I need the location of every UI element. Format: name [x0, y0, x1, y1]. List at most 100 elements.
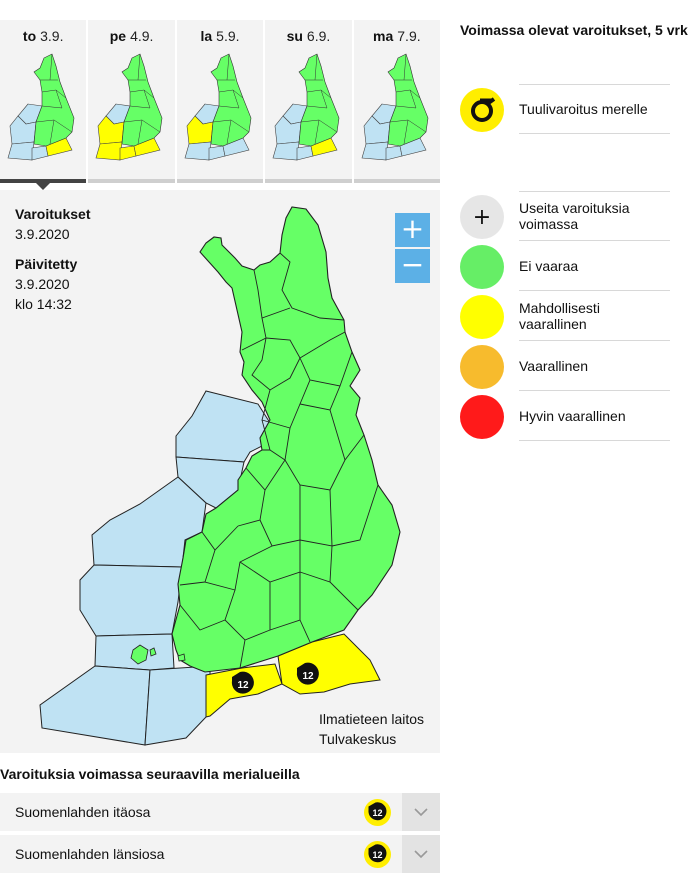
tab-indicator: [176, 179, 264, 183]
region-borders-thumbnail: [212, 53, 249, 145]
aland-islands[interactable]: [130, 644, 186, 665]
mainland-thumbnail: [121, 53, 163, 147]
legend-item-dangerous: Vaarallinen: [460, 341, 670, 391]
badge-value: 12: [237, 680, 249, 691]
day-tab-1[interactable]: pe 4.9.: [88, 20, 175, 183]
yellow-level-icon: [460, 295, 504, 339]
day-tab-4[interactable]: ma 7.9.: [353, 20, 441, 183]
finland-warning-map[interactable]: 12 12: [0, 190, 440, 753]
sea-area-row[interactable]: Suomenlahden itäosa 12: [0, 793, 440, 831]
finland-mainland[interactable]: [171, 206, 401, 673]
zoom-in-button[interactable]: +: [395, 213, 430, 247]
legend-label: Vaarallinen: [519, 358, 589, 374]
active-tab-pointer: [36, 183, 50, 190]
tab-indicator: [88, 179, 175, 183]
map-warning-badge[interactable]: 12: [296, 662, 319, 685]
badge-value: 12: [302, 671, 314, 682]
legend-title: Voimassa olevat varoitukset, 5 vrk: [460, 22, 688, 38]
wind-warning-badge: 12: [364, 799, 391, 826]
legend-item-very-dangerous: Hyvin vaarallinen: [460, 391, 670, 441]
warning-info: Varoitukset 3.9.2020 Päivitetty 3.9.2020…: [15, 204, 90, 314]
wind-warning-sea-icon: [460, 88, 504, 132]
warnings-label: Varoitukset: [15, 206, 91, 222]
updated-time: klo 14:32: [15, 296, 72, 312]
sea-area-name: Suomenlahden länsiosa: [15, 846, 165, 862]
region-borders-thumbnail: [301, 53, 338, 145]
orange-level-icon: [460, 345, 504, 389]
day-weekday: pe: [109, 28, 127, 44]
region-borders-thumbnail: [389, 53, 426, 145]
sea-area-south-west: [7, 141, 35, 161]
sea-area-row[interactable]: Suomenlahden länsiosa 12: [0, 835, 440, 873]
expand-button[interactable]: [402, 793, 440, 831]
legend-item-potentially-dangerous: Mahdollisesti vaarallinen: [460, 291, 670, 341]
day-map-thumbnail: [96, 53, 163, 161]
sea-area-archipelago-sea[interactable]: [144, 665, 211, 746]
credit-line-1: Ilmatieteen laitos: [319, 711, 425, 727]
mainland-thumbnail: [298, 53, 340, 147]
day-weekday: to: [22, 28, 37, 44]
region-borders-thumbnail: [124, 53, 161, 145]
warnings-date: 3.9.2020: [15, 226, 70, 242]
day-date: 7.9.: [397, 28, 421, 44]
legend-label: Mahdollisesti vaarallinen: [519, 300, 600, 332]
day-date: 3.9.: [40, 28, 64, 44]
day-map-thumbnail: [184, 53, 252, 161]
sea-area-gulf-west: [296, 145, 314, 161]
legend-label: Ei vaaraa: [519, 258, 579, 274]
sea-area-gulf-west: [385, 145, 402, 161]
credit-line-2: Tulvakeskus: [319, 731, 397, 747]
day-date: 5.9.: [216, 28, 240, 44]
updated-date: 3.9.2020: [15, 276, 70, 292]
sea-area-bothnian-sea-south[interactable]: [79, 564, 183, 637]
sea-area-northern-baltic[interactable]: [39, 665, 151, 746]
svg-text:+: +: [473, 205, 491, 230]
sea-area-gulf-west: [208, 145, 226, 161]
day-date: 6.9.: [306, 28, 331, 44]
sea-areas-title: Varoituksia voimassa seuraavilla merialu…: [0, 766, 300, 782]
chevron-down-icon: [414, 850, 428, 859]
expand-button[interactable]: [402, 835, 440, 873]
region-borders: [179, 252, 379, 669]
sea-area-name: Suomenlahden itäosa: [15, 804, 151, 820]
day-map-thumbnail: [7, 53, 75, 161]
mainland-thumbnail: [33, 53, 75, 147]
sea-area-south-west: [184, 141, 212, 161]
sea-area-south-west: [361, 141, 388, 161]
legend-label: Hyvin vaarallinen: [519, 408, 626, 424]
day-weekday: la: [200, 28, 213, 44]
multiple-warnings-icon: +: [460, 195, 504, 239]
wind-warning-badge: 12: [364, 841, 391, 868]
legend-item-wind-warning[interactable]: Tuulivaroitus merelle: [460, 84, 670, 134]
warning-map-panel: 12 12 Varoitukset 3.9.2020 Päivitetty 3.…: [0, 190, 440, 753]
sea-areas: [39, 390, 381, 746]
badge-value: 12: [372, 808, 382, 818]
day-tab-3[interactable]: su 6.9.: [265, 20, 352, 183]
green-level-icon: [460, 245, 504, 289]
map-warning-badge[interactable]: 12: [231, 671, 254, 694]
updated-label: Päivitetty: [15, 256, 78, 272]
sea-area-south-west: [272, 141, 300, 161]
day-map-thumbnail: [272, 53, 340, 161]
mainland-thumbnail: [210, 53, 252, 147]
day-weekday: su: [286, 28, 303, 44]
tab-indicator: [265, 179, 352, 183]
day-tab-2[interactable]: la 5.9.: [176, 20, 264, 183]
red-level-icon: [460, 395, 504, 439]
legend-item-no-danger: Ei vaaraa: [460, 241, 670, 291]
tab-indicator: [0, 179, 87, 183]
tab-indicator: [353, 179, 441, 183]
day-weekday: ma: [373, 28, 394, 44]
sea-area-gulf-west: [31, 145, 49, 161]
sea-area-south-west: [96, 141, 123, 161]
zoom-out-button[interactable]: −: [395, 249, 430, 283]
legend-label: Tuulivaroitus merelle: [519, 101, 648, 117]
day-map-thumbnail: [361, 53, 428, 161]
region-borders-thumbnail: [35, 53, 73, 145]
legend-item-multiple: + Useita varoituksia voimassa: [460, 191, 670, 241]
day-selector: to 3.9. pe 4.9. la 5.9. su 6.9. ma 7.9.: [0, 20, 441, 183]
mainland-thumbnail: [387, 53, 428, 147]
sea-area-gulf-west: [120, 145, 137, 161]
day-tab-0[interactable]: to 3.9.: [0, 20, 87, 183]
sea-area-bothnian-bay[interactable]: [175, 390, 273, 463]
